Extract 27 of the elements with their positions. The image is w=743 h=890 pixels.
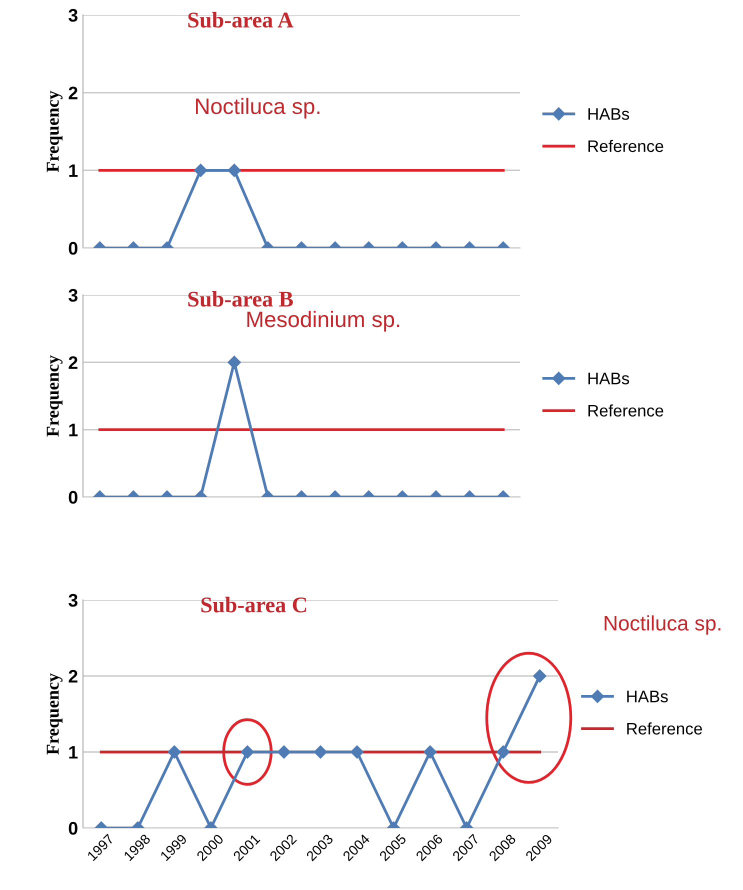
y-tick-label: 3 bbox=[68, 288, 78, 302]
annotation: Mesodinium sp. bbox=[247, 310, 400, 332]
chart-title: Sub-area C bbox=[201, 596, 306, 612]
y-tick-label: 2 bbox=[68, 670, 78, 683]
y-tick-label: 3 bbox=[68, 594, 78, 607]
y-tick-label: 2 bbox=[68, 86, 78, 100]
y-tick-label: 3 bbox=[68, 8, 78, 22]
y-tick-label: 0 bbox=[68, 490, 78, 504]
legend-label: HABs bbox=[627, 690, 668, 702]
y-tick-label: 2 bbox=[68, 356, 78, 369]
legend-label: Reference bbox=[588, 404, 664, 417]
annotation: Noctiluca sp. bbox=[196, 98, 320, 119]
y-axis-title: Frequency bbox=[46, 355, 63, 437]
legend-label: HABs bbox=[588, 372, 630, 384]
y-tick-label: 1 bbox=[69, 164, 78, 177]
legend-label: HABs bbox=[588, 108, 630, 120]
legend-label: Reference bbox=[588, 140, 664, 152]
y-tick-label: 1 bbox=[69, 424, 78, 436]
text: Noctiluca sp. bbox=[604, 615, 720, 635]
y-axis-title: Frequency bbox=[46, 673, 63, 755]
legend-label: Reference bbox=[627, 722, 702, 735]
y-tick-label: 1 bbox=[69, 746, 78, 759]
chart-title: Sub-area A bbox=[188, 12, 294, 28]
y-axis-title: Frequency bbox=[46, 90, 63, 172]
y-tick-label: 0 bbox=[68, 822, 78, 835]
y-tick-label: 0 bbox=[68, 242, 78, 255]
chart-title: Sub-area B bbox=[188, 290, 293, 307]
